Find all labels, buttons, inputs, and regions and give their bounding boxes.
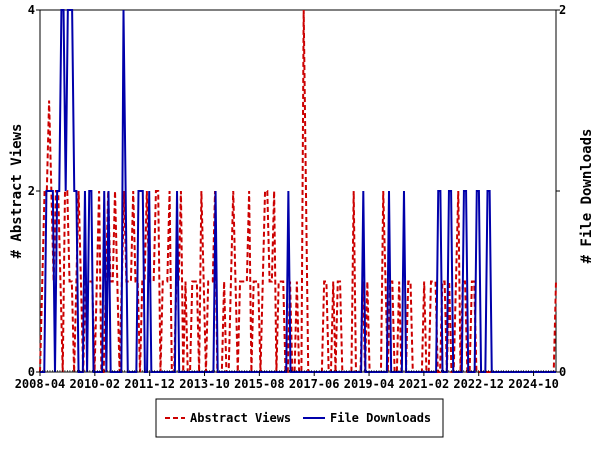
- legend-label-abstract-views: Abstract Views: [190, 411, 291, 425]
- x-tick-label: 2019-04: [344, 377, 395, 391]
- x-tick-label: 2021-02: [399, 377, 450, 391]
- legend: Abstract Views File Downloads: [156, 399, 443, 437]
- x-tick-label: 2022-12: [453, 377, 504, 391]
- legend-label-file-downloads: File Downloads: [330, 411, 431, 425]
- y-left-tick-label: 4: [28, 3, 35, 17]
- x-tick-label: 2011-12: [124, 377, 175, 391]
- y-right-tick-label: 0: [559, 365, 566, 379]
- x-tick-label: 2013-10: [179, 377, 230, 391]
- x-tick-label: 2008-04: [15, 377, 66, 391]
- x-tick-label: 2010-02: [70, 377, 121, 391]
- y-left-tick-label: 2: [28, 184, 35, 198]
- x-tick-label: 2024-10: [508, 377, 559, 391]
- y-axis-left-title: # Abstract Views: [9, 124, 25, 259]
- x-tick-label: 2017-06: [289, 377, 340, 391]
- y-axis-right-title: # File Downloads: [579, 129, 595, 264]
- x-tick-label: 2015-08: [234, 377, 285, 391]
- y-right-tick-label: 2: [559, 3, 566, 17]
